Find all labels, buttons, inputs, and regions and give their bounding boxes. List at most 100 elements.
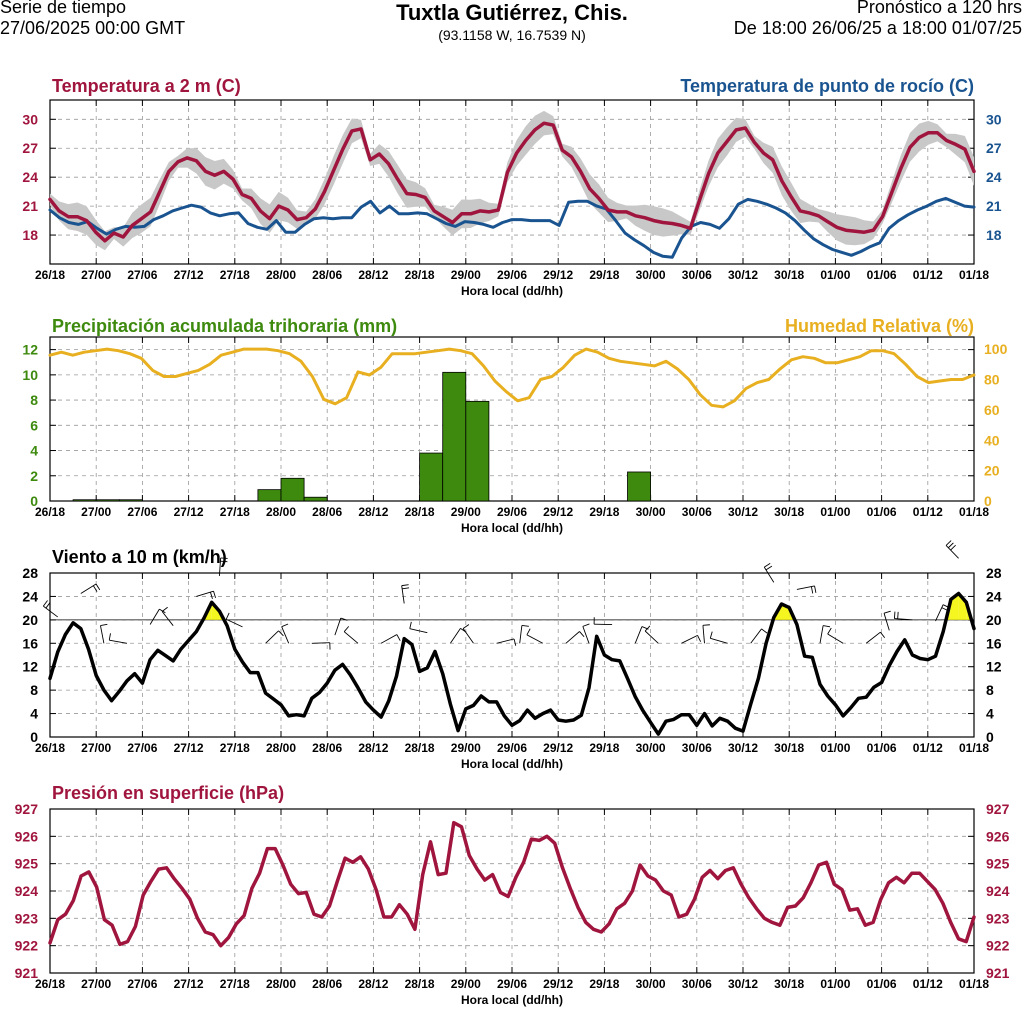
- y-tick-label: 24: [22, 169, 38, 185]
- y-tick-label: 8: [30, 392, 38, 408]
- x-tick-label: 30/12: [728, 268, 758, 282]
- wind-barb: [100, 623, 108, 644]
- x-tick-label: 30/18: [774, 268, 804, 282]
- x-tick-label: 01/06: [867, 505, 897, 519]
- wind-barb: [893, 611, 913, 621]
- wind-barb-flag: [409, 621, 412, 629]
- wind-barb: [526, 628, 544, 644]
- wind-barb-flag: [765, 565, 773, 571]
- x-tick-label: 27/00: [81, 977, 111, 991]
- wind-barb: [681, 634, 702, 644]
- wind-barb: [218, 557, 228, 576]
- x-tick-label: 30/12: [728, 505, 758, 519]
- x-tick-label: 28/18: [405, 977, 435, 991]
- wind-barb: [819, 625, 831, 644]
- humidity-line: [48, 347, 976, 409]
- wind-barb: [496, 638, 517, 646]
- wind-barb: [709, 631, 728, 644]
- y2-tick-label: 925: [986, 856, 1010, 872]
- wind-barb-flag: [209, 591, 213, 599]
- wind-barb-flag: [45, 602, 51, 609]
- x-tick-label: 01/12: [913, 977, 943, 991]
- x-tick-label: 28/12: [358, 268, 388, 282]
- y2-tick-label: 20: [986, 612, 1002, 628]
- wind-barb: [796, 585, 817, 594]
- wind-barb-flag: [827, 627, 832, 635]
- wind-barb-flag: [950, 544, 956, 551]
- x-tick-label: 30/18: [774, 977, 804, 991]
- precipitation-panel: 26/18 27/00 27/06 27/12 27/18 28/00 28/06 28/12…: [22, 316, 1007, 535]
- wind-barb-shaft: [945, 545, 959, 559]
- x-tick-label: 28/00: [266, 268, 296, 282]
- y2-tick-label: 60: [984, 402, 1000, 418]
- y-tick-label: 924: [15, 883, 39, 899]
- panel-border: [49, 336, 975, 502]
- x-tick-label: 29/06: [497, 505, 527, 519]
- y-tick-label: 12: [22, 659, 38, 675]
- wind-barb-shaft: [496, 638, 515, 644]
- x-tick-label: 27/12: [174, 268, 204, 282]
- pressure-line: [48, 820, 976, 948]
- y-tick-label: 18: [22, 227, 38, 243]
- y-tick-label: 0: [30, 729, 38, 745]
- y-tick-label: 2: [30, 468, 38, 484]
- wind-barb-shaft: [265, 630, 279, 644]
- wind-barb-flag: [92, 585, 98, 592]
- wind-barb-flag: [810, 586, 814, 594]
- y-tick-label: 28: [22, 565, 38, 581]
- x-tick-label: 27/18: [220, 977, 250, 991]
- x-tick-label: 29/12: [543, 268, 573, 282]
- wind-barb-flag: [281, 623, 289, 628]
- y2-tick-label: 16: [986, 635, 1002, 651]
- wind-barb-shaft: [819, 625, 824, 644]
- wind-barb-flag: [644, 625, 651, 632]
- y-tick-label: 10: [22, 367, 38, 383]
- x-tick-label: 30/00: [636, 977, 666, 991]
- x-tick-label: 28/06: [312, 977, 342, 991]
- wind-panel: 26/18 27/00 27/06 27/12 27/18 28/00 28/06 28/12…: [22, 540, 1002, 771]
- x-tick-label: 29/00: [451, 505, 481, 519]
- wind-barb: [334, 617, 348, 636]
- panel-title-right: Humedad Relativa (%): [785, 316, 974, 336]
- x-tick-label: 27/06: [127, 741, 157, 755]
- wind-barb: [343, 626, 359, 644]
- x-tick-label: 29/06: [497, 268, 527, 282]
- y-tick-label: 4: [30, 443, 38, 459]
- wind-barb-shaft: [334, 617, 342, 636]
- y2-tick-label: 24: [986, 588, 1002, 604]
- x-tick-label: 27/00: [81, 741, 111, 755]
- precip-bar: [465, 400, 490, 502]
- y-tick-label: 24: [22, 588, 38, 604]
- wind-barb-flag: [108, 633, 111, 641]
- x-tick-label: 28/12: [358, 505, 388, 519]
- x-tick-label: 30/12: [728, 741, 758, 755]
- wind-barb-flag: [697, 635, 702, 642]
- header-right: Pronóstico a 120 hrs De 18:00 26/06/25 a…: [734, 0, 1022, 39]
- wind-barb: [80, 583, 101, 594]
- base-date-label: 27/06/2025 00:00 GMT: [0, 18, 186, 38]
- y2-tick-label: 924: [986, 883, 1010, 899]
- wind-barb-flag: [225, 612, 230, 620]
- wind-barb: [565, 631, 585, 644]
- x-tick-label: 29/18: [589, 268, 619, 282]
- wind-barb: [311, 642, 331, 650]
- wind-barb-flag: [401, 584, 409, 587]
- pressure-panel: 26/18 27/00 27/06 27/12 27/18 28/00 28/06 28/12…: [15, 783, 1010, 1007]
- x-tick-label: 01/18: [959, 505, 989, 519]
- wind-barb: [281, 623, 290, 644]
- wind-barb: [763, 563, 775, 583]
- wind-barb-flag: [278, 630, 284, 637]
- wind-barb: [750, 628, 768, 644]
- wind-barb-shaft: [565, 631, 580, 644]
- x-axis-label: Hora local (dd/hh): [461, 757, 563, 771]
- panel-title: Temperatura a 2 m (C): [52, 76, 241, 96]
- wind-barb-shaft: [827, 633, 844, 644]
- wind-barb-flag: [883, 610, 891, 614]
- x-tick-label: 28/06: [312, 741, 342, 755]
- wind-barb-shaft: [409, 628, 428, 634]
- wind-barb-shaft: [681, 634, 698, 644]
- y-tick-label: 21: [22, 198, 38, 214]
- wind-barb: [380, 634, 401, 644]
- y2-tick-label: 12: [986, 659, 1002, 675]
